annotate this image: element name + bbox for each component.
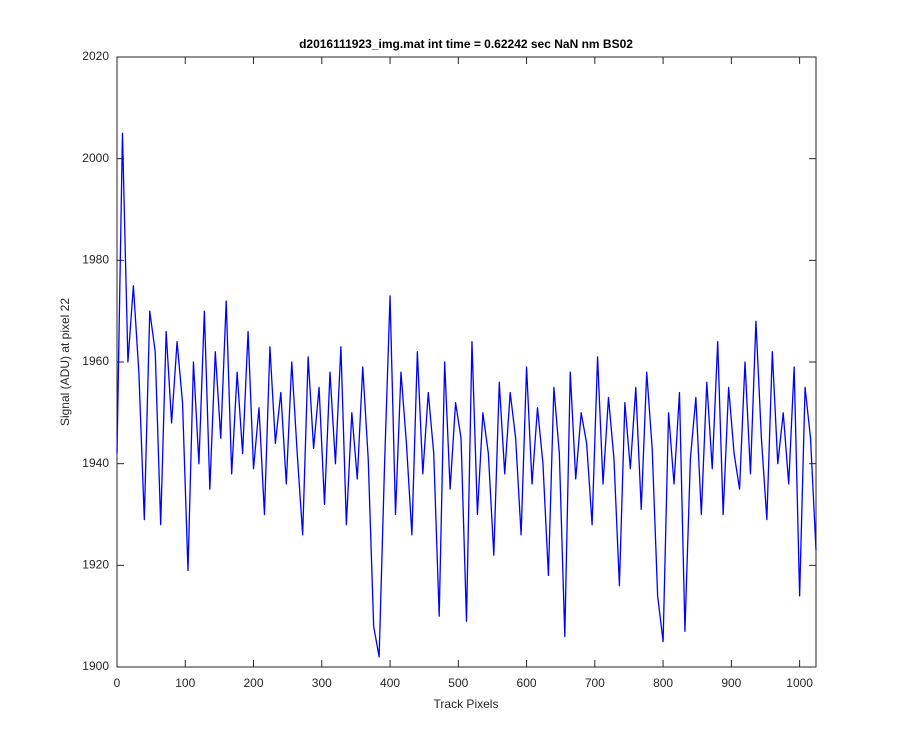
y-tick-label: 2020 bbox=[82, 49, 109, 63]
x-tick-label: 200 bbox=[244, 676, 264, 690]
x-tick-label: 800 bbox=[653, 676, 673, 690]
x-tick-label: 1000 bbox=[786, 676, 813, 690]
y-tick-label: 1940 bbox=[82, 456, 109, 470]
x-tick-label: 0 bbox=[114, 676, 121, 690]
y-tick-label: 1980 bbox=[82, 253, 109, 267]
x-tick-label: 500 bbox=[448, 676, 468, 690]
y-tick-label: 2000 bbox=[82, 151, 109, 165]
y-tick-label: 1920 bbox=[82, 558, 109, 572]
y-axis-label: Signal (ADU) at pixel 22 bbox=[58, 298, 72, 426]
x-tick-label: 900 bbox=[721, 676, 741, 690]
data-line bbox=[116, 132, 817, 658]
y-tick-label: 1900 bbox=[82, 659, 109, 673]
y-tick-label: 1960 bbox=[82, 354, 109, 368]
chart-title: d2016111923_img.mat int time = 0.62242 s… bbox=[299, 37, 633, 51]
plot-area bbox=[116, 56, 817, 668]
x-axis-label: Track Pixels bbox=[434, 697, 499, 711]
x-tick-label: 300 bbox=[312, 676, 332, 690]
x-tick-label: 400 bbox=[380, 676, 400, 690]
x-tick-label: 700 bbox=[585, 676, 605, 690]
x-tick-label: 600 bbox=[517, 676, 537, 690]
x-tick-label: 100 bbox=[175, 676, 195, 690]
